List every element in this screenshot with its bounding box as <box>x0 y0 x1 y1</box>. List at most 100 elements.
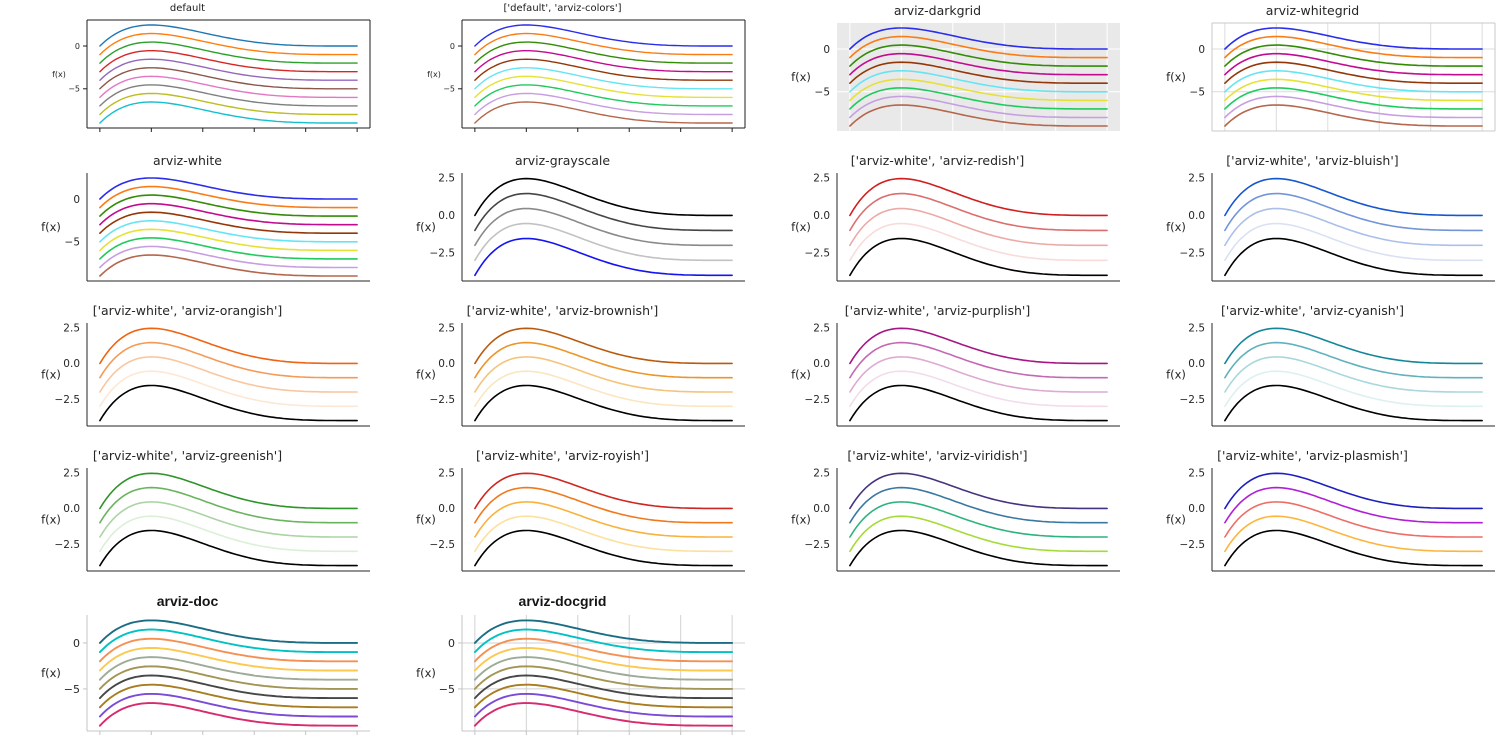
y-tick-label: −2.5 <box>1180 247 1206 259</box>
curve-line <box>1224 86 1483 110</box>
chart-cell: arviz-docgrid 0 −5 f(x) <box>375 590 750 750</box>
curve-line <box>474 222 733 261</box>
chart-title: ['arviz-white', 'arviz-orangish'] <box>92 303 283 318</box>
y-tick-label: −5 <box>65 236 80 248</box>
curve-line <box>1224 177 1483 216</box>
curve-line <box>99 23 358 47</box>
curve-line <box>1224 237 1483 276</box>
y-tick-label: 2.5 <box>1188 322 1205 334</box>
curve-line <box>1224 26 1483 50</box>
chart-plot: 2.5 0.0 −2.5 f(x) <box>791 467 1120 572</box>
y-tick-label: −2.5 <box>805 539 831 551</box>
chart-cell: arviz-darkgrid 0 −5 f(x) <box>750 0 1125 150</box>
y-tick-label: −2.5 <box>1180 539 1206 551</box>
y-tick-label: −2.5 <box>430 394 456 406</box>
curve-line <box>98 683 359 708</box>
chart-title: ['arviz-white', 'arviz-greenish'] <box>92 448 283 463</box>
y-axis-label: f(x) <box>1166 512 1186 526</box>
curve-line <box>474 486 733 524</box>
curve-line <box>1224 384 1483 422</box>
curve-line <box>99 245 358 268</box>
y-tick-label: 2.5 <box>1188 467 1205 479</box>
chart-cell: ['arviz-white', 'arviz-redish'] 2.5 0.0 −2… <box>750 150 1125 300</box>
y-tick-label: 2.5 <box>438 172 455 184</box>
curve-line <box>849 341 1108 379</box>
curve-line <box>1224 327 1483 364</box>
chart-cell: arviz-whitegrid 0 −5 f(x) <box>1125 0 1500 150</box>
y-tick-label: 0.0 <box>438 210 455 222</box>
chart-plot: 0 −5f(x) <box>41 614 370 735</box>
curve-line <box>474 370 733 407</box>
curve-line <box>474 57 733 81</box>
curve-line <box>99 49 358 72</box>
y-axis-label: f(x) <box>1166 219 1186 233</box>
curve-line <box>1224 95 1483 118</box>
chart-cell: default 0 −5 f(x) <box>0 0 375 150</box>
y-tick-label: −5 <box>64 682 80 695</box>
chart-title: arviz-docgrid <box>518 593 607 609</box>
curve-line <box>99 75 358 98</box>
y-tick-label: 0 <box>73 636 80 649</box>
y-axis-label: f(x) <box>41 512 61 526</box>
curve-line <box>98 692 359 717</box>
y-axis-label: f(x) <box>416 665 436 679</box>
curve-line <box>849 472 1108 509</box>
curve-line <box>849 327 1108 364</box>
curve-line <box>99 253 358 277</box>
y-axis-label: f(x) <box>41 367 61 381</box>
curve-line <box>473 646 734 671</box>
curve-line <box>474 341 733 379</box>
y-axis-label: f(x) <box>791 219 811 233</box>
y-tick-label: 2.5 <box>438 322 455 334</box>
curve-line <box>849 384 1108 422</box>
curve-line <box>1224 35 1483 59</box>
chart-title: ['arviz-white', 'arviz-royish'] <box>476 448 649 463</box>
curve-line <box>474 49 733 72</box>
y-axis-label: f(x) <box>41 219 61 233</box>
curve-line <box>99 57 358 81</box>
chart-plot: 2.5 0.0 −2.5 f(x) <box>41 467 370 572</box>
chart-plot: 2.5 0.0 −2.5 f(x) <box>416 322 745 427</box>
curve-line <box>474 207 733 246</box>
chart-title: ['arviz-white', 'arviz-cyanish'] <box>1221 303 1404 318</box>
curve-line <box>474 32 733 55</box>
chart-cell: ['arviz-white', 'arviz-royish'] 2.5 0.0 −2… <box>375 445 750 590</box>
y-tick-label: −5 <box>443 84 455 93</box>
chart-title: ['default', 'arviz-colors'] <box>503 3 622 14</box>
chart-cell: ['arviz-white', 'arviz-purplish'] 2.5 0.0… <box>750 300 1125 445</box>
curve-line <box>1224 341 1483 379</box>
curve-line <box>99 32 358 55</box>
y-axis-label: f(x) <box>41 665 61 679</box>
curve-line <box>1224 103 1483 127</box>
curve-line <box>1224 207 1483 246</box>
chart-cell: arviz-grayscale 2.5 0.0 −2.5 f(x) <box>375 150 750 300</box>
curve-line <box>99 219 358 243</box>
chart-title: ['arviz-white', 'arviz-purplish'] <box>844 303 1031 318</box>
y-tick-label: 0.0 <box>813 210 830 222</box>
curve-line <box>474 75 733 98</box>
y-tick-label: 0.0 <box>1188 503 1205 515</box>
y-axis-label: f(x) <box>791 512 811 526</box>
curve-line <box>99 228 358 251</box>
chart-cell: ['arviz-white', 'arviz-viridish'] 2.5 0.0… <box>750 445 1125 590</box>
y-tick-label: 0.0 <box>63 358 80 370</box>
curve-line <box>99 355 358 393</box>
y-tick-label: 0.0 <box>813 503 830 515</box>
chart-title: ['arviz-white', 'arviz-bluish'] <box>1226 153 1399 168</box>
y-axis-label: f(x) <box>1166 69 1186 83</box>
curve-line <box>849 486 1108 524</box>
y-tick-label: −2.5 <box>55 539 81 551</box>
curve-line <box>99 515 358 552</box>
curve-line <box>473 637 734 662</box>
y-tick-label: 2.5 <box>813 467 830 479</box>
y-tick-label: 2.5 <box>1188 172 1205 184</box>
curve-line <box>849 86 1108 110</box>
curve-line <box>473 628 734 653</box>
chart-plot: 2.5 0.0 −2.5 f(x) <box>791 322 1120 427</box>
curve-line <box>98 618 359 644</box>
chart-title: arviz-grayscale <box>514 153 611 168</box>
curve-line <box>99 83 358 107</box>
curve-line <box>849 61 1108 84</box>
curve-line <box>474 40 733 64</box>
